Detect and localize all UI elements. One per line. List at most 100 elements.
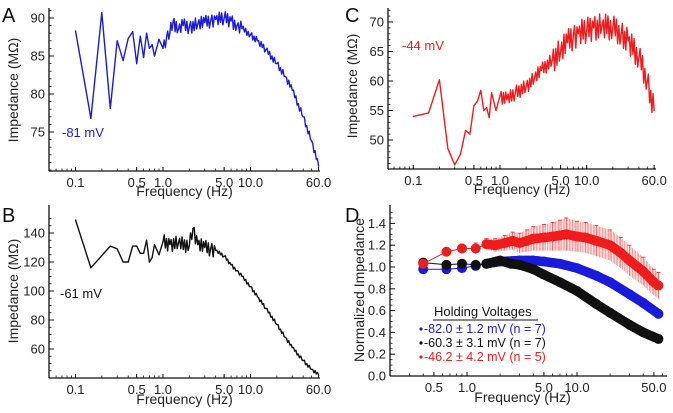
x-tick-label: 60.0 xyxy=(642,173,667,188)
data-point xyxy=(456,243,467,254)
panel-letter: A xyxy=(2,5,16,27)
y-tick-label: 90 xyxy=(31,11,45,26)
data-point xyxy=(249,286,252,288)
voltage-annotation: -61 mV xyxy=(60,286,102,301)
data-point xyxy=(230,264,232,266)
data-point xyxy=(566,42,569,44)
data-point xyxy=(551,59,553,61)
data-point xyxy=(230,20,232,22)
data-point xyxy=(146,239,148,241)
y-tick-label: 100 xyxy=(23,284,45,299)
data-point xyxy=(311,140,313,142)
data-point xyxy=(653,280,664,291)
y-tick-label: 75 xyxy=(31,125,45,140)
data-point xyxy=(525,86,527,88)
data-point xyxy=(169,32,171,34)
panel-letter: B xyxy=(2,205,15,227)
data-point xyxy=(418,258,429,269)
data-point xyxy=(90,267,92,269)
panel-letter: D xyxy=(345,205,359,227)
data-point xyxy=(302,360,304,362)
y-tick-label: 80 xyxy=(31,313,45,328)
panel-a: A 75 80 85 90 0.1 0.5 1.0 5.0 10.0 60.0 Frequency (… xyxy=(2,5,331,199)
data-point xyxy=(488,116,490,119)
data-point xyxy=(256,40,259,42)
panel-b: B 60 80 100 120 140 0.1 0.5 1.0 5.0 10.0 60.0 Freque… xyxy=(2,205,331,407)
y-tick-label: 1.2 xyxy=(368,238,386,253)
data-point xyxy=(592,27,595,29)
y-tick-label: 85 xyxy=(31,49,45,64)
data-point xyxy=(109,245,111,247)
data-point xyxy=(284,336,286,338)
data-point xyxy=(182,25,184,27)
data-point xyxy=(276,323,278,325)
legend: Holding Voltages -82.0 ± 1.2 mV (n = 7)-6… xyxy=(419,304,546,364)
y-axis-title: Normalized Impedance xyxy=(351,218,367,362)
data-point xyxy=(653,109,655,112)
data-point xyxy=(490,92,493,94)
data-point xyxy=(459,153,462,155)
x-tick-label: 1.0 xyxy=(154,382,172,397)
data-point xyxy=(142,56,145,59)
x-axis-title: Frequency (Hz) xyxy=(474,389,570,405)
y-tick-label: 70 xyxy=(370,15,384,30)
data-point xyxy=(317,165,320,167)
data-point xyxy=(464,129,467,132)
x-tick-label: 10.0 xyxy=(238,382,263,397)
data-point xyxy=(127,261,129,263)
data-point xyxy=(132,245,134,247)
data-point xyxy=(136,63,138,65)
data-point xyxy=(151,44,153,46)
data-point xyxy=(116,248,118,250)
data-point xyxy=(197,244,199,246)
x-tick-label: 1.0 xyxy=(491,173,509,188)
data-point xyxy=(177,242,180,244)
data-point xyxy=(109,107,111,110)
data-point xyxy=(577,33,579,35)
data-point xyxy=(236,270,238,272)
legend-marker xyxy=(419,341,423,345)
data-point xyxy=(480,89,482,92)
data-point xyxy=(166,36,168,38)
y-tick-label: 55 xyxy=(370,103,384,118)
series-line xyxy=(74,219,320,376)
x-tick-label: 1.0 xyxy=(458,380,476,395)
x-axis-title: Frequency (Hz) xyxy=(136,391,232,407)
data-point xyxy=(215,18,217,21)
data-point xyxy=(291,346,293,349)
x-tick-label: 0.1 xyxy=(66,382,84,397)
data-point xyxy=(172,21,174,23)
data-point xyxy=(469,133,471,135)
y-axis-title: Impedance (MΩ) xyxy=(5,239,21,344)
data-point xyxy=(620,33,622,35)
data-point xyxy=(249,34,252,36)
legend-entry: -46.2 ± 4.2 mV (n = 5) xyxy=(424,350,546,364)
data-point xyxy=(653,308,664,319)
y-tick-label: 50 xyxy=(370,133,384,148)
data-point xyxy=(412,115,414,117)
voltage-annotation: -44 mV xyxy=(402,38,444,53)
data-point xyxy=(311,368,313,370)
data-point xyxy=(302,116,304,118)
data-point xyxy=(276,63,278,65)
data-point xyxy=(653,333,664,344)
data-point xyxy=(441,259,452,270)
data-point xyxy=(499,95,501,97)
x-tick-label: 10.0 xyxy=(564,380,589,395)
data-point xyxy=(438,79,440,81)
x-tick-label: 60.0 xyxy=(306,175,331,190)
data-point xyxy=(506,99,508,101)
data-point xyxy=(533,77,536,79)
series-1 xyxy=(418,255,664,344)
data-point xyxy=(470,259,481,270)
x-tick-label: 10.0 xyxy=(238,175,263,190)
y-tick-label: 0.0 xyxy=(368,369,386,384)
data-point xyxy=(646,80,648,82)
y-tick-label: 0.8 xyxy=(368,281,386,296)
data-point xyxy=(116,40,118,42)
data-point xyxy=(177,28,180,30)
x-tick-label: 10.0 xyxy=(574,173,599,188)
legend-entry: -60.3 ± 3.1 mV (n = 7) xyxy=(424,336,546,350)
data-point xyxy=(456,258,467,269)
data-point xyxy=(470,243,481,254)
